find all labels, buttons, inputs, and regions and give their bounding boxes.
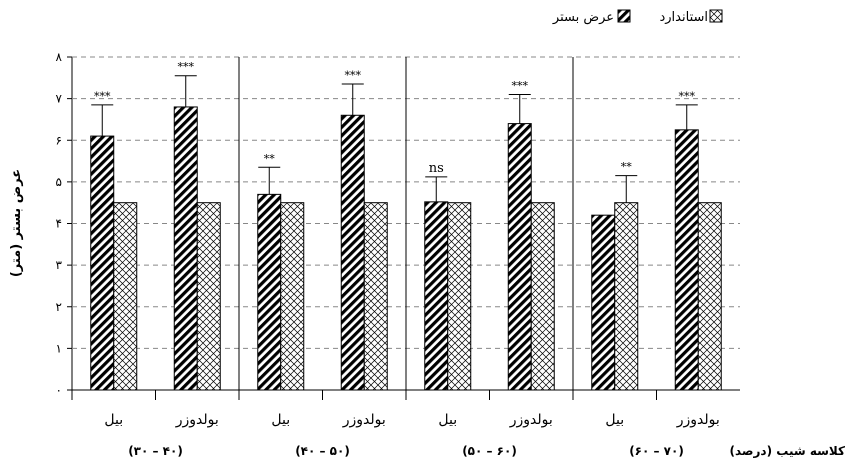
bar-bed-width [591,214,616,391]
y-tick-label: ۱ [56,341,62,355]
legend-bed-width-label: عرض بستر [552,10,614,25]
significance-label: *** [679,90,696,103]
bar-bed-width [507,123,532,391]
labels: ۰ ۱ ۲ ۳ ۴ ۵ ۶ ۷ ۸ (۶۰ – ۷۰) بیل ** بولدوزر *** (۵۰ – ۶… [56,50,720,458]
significance-label: ns [429,161,444,176]
bar-bed-width [173,106,198,391]
machine-label: بیل [605,412,624,428]
legend-standard-label: استاندارد [659,10,708,25]
machine-label: بولدوزر [175,412,219,428]
slope-class-label: (۵۰ – ۶۰) [462,444,517,458]
machine-label: بیل [438,412,457,428]
bars [90,75,722,391]
legend: استاندارد عرض بستر [552,9,723,25]
machine-label: بیل [104,412,123,428]
significance-label: ** [264,152,276,165]
y-tick-label: ۵ [56,175,62,189]
bar-bed-width [257,193,282,391]
machine-label: بولدوزر [676,412,720,428]
y-tick-label: ۴ [56,217,62,231]
slope-class-label: (۶۰ – ۷۰) [629,444,684,458]
bar-bed-width [674,129,699,391]
bar-standard [447,202,472,391]
bar-standard [363,202,388,391]
significance-label: *** [178,61,195,74]
bar-bed-width [90,135,115,391]
machine-label: بولدوزر [509,412,553,428]
legend-standard-swatch [709,9,723,23]
x-axis-label: کلاسه شیب (درصد) [730,444,846,458]
bar-standard [280,202,305,391]
bar-standard [530,202,555,391]
bar-standard [697,202,722,391]
y-tick-label: ۰ [56,383,62,397]
y-tick-label: ۷ [56,92,63,106]
significance-label: *** [94,90,111,103]
bar-standard [196,202,221,391]
axis-ticks [67,56,657,400]
machine-label: بولدوزر [342,412,386,428]
y-tick-label: ۸ [56,50,63,64]
y-tick-label: ۲ [56,300,62,314]
bar-bed-width [340,114,365,391]
machine-label: بیل [271,412,290,428]
significance-label: ** [621,161,633,174]
y-tick-label: ۶ [56,133,62,147]
slope-class-label: (۴۰ – ۵۰) [295,444,350,458]
slope-class-label: (۳۰ – ۴۰) [128,444,183,458]
significance-label: *** [345,69,362,82]
legend-bed-width-swatch [617,9,631,23]
y-axis-label: عرض بستر (متر) [9,169,24,277]
bar-standard [614,202,639,391]
bar-standard [113,202,138,391]
bar-bed-width [424,201,449,391]
significance-label: *** [512,79,529,92]
y-tick-label: ۳ [56,258,63,272]
